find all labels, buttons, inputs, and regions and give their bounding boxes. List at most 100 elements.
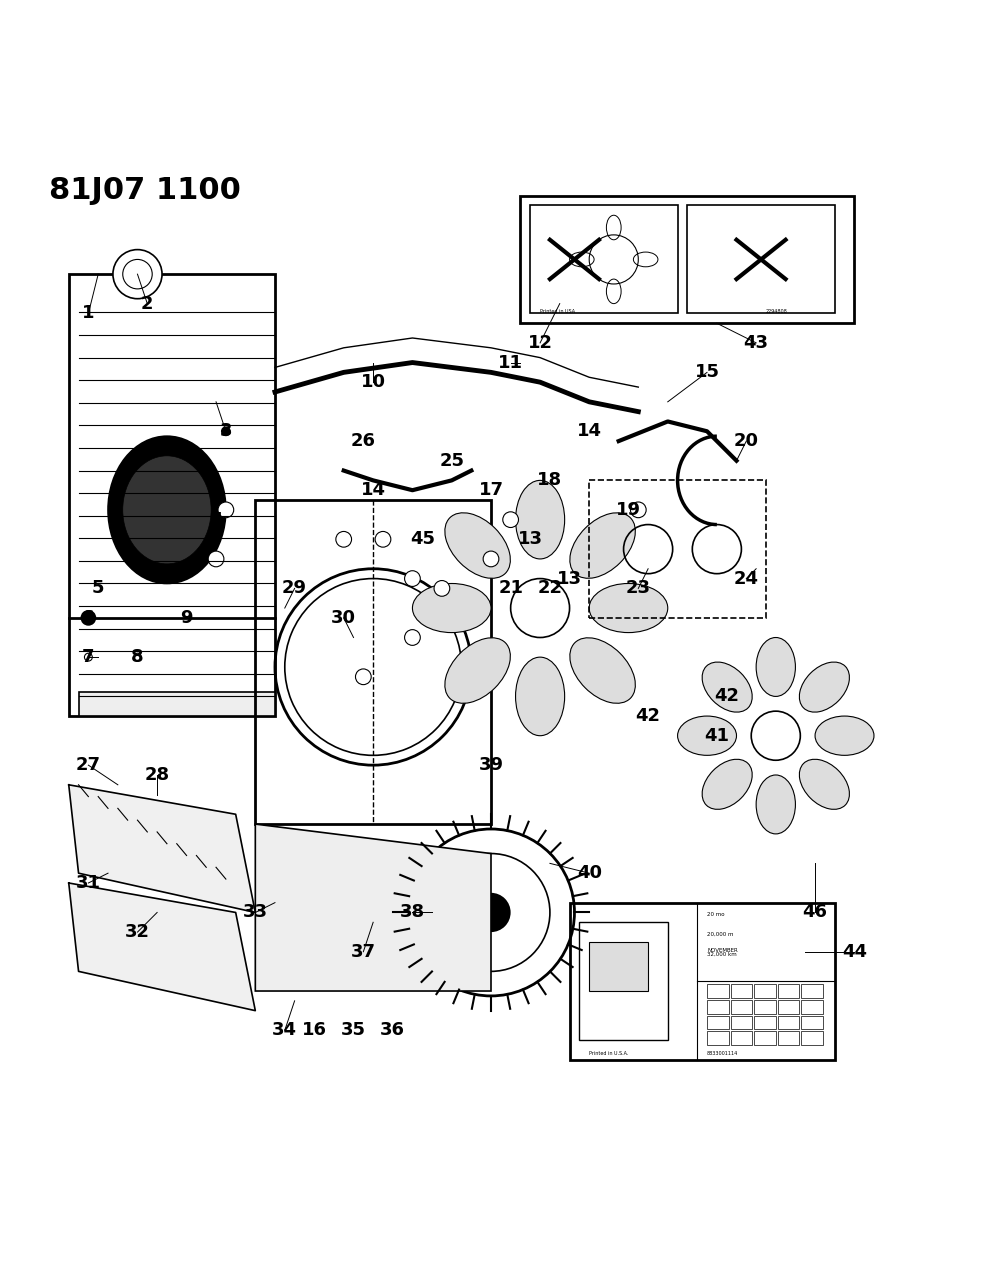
Bar <box>687 205 835 314</box>
Text: 17: 17 <box>478 481 504 500</box>
Bar <box>778 984 799 998</box>
Text: 42: 42 <box>714 687 739 705</box>
Bar <box>731 1031 752 1046</box>
Bar <box>754 1031 776 1046</box>
Bar <box>707 984 729 998</box>
Bar <box>570 903 835 1060</box>
Ellipse shape <box>445 638 511 704</box>
Text: 29: 29 <box>282 579 307 598</box>
Ellipse shape <box>516 481 565 558</box>
Text: 15: 15 <box>694 363 720 381</box>
Bar <box>778 1000 799 1014</box>
Text: 13: 13 <box>557 570 582 588</box>
Ellipse shape <box>123 456 211 564</box>
Text: 37: 37 <box>351 942 376 961</box>
Circle shape <box>434 580 450 597</box>
Circle shape <box>208 551 224 567</box>
Text: 31: 31 <box>76 873 101 892</box>
Bar <box>801 984 823 998</box>
Ellipse shape <box>570 513 635 579</box>
Text: 11: 11 <box>498 353 523 371</box>
Text: 1: 1 <box>82 305 94 323</box>
Text: 21: 21 <box>498 579 523 598</box>
Circle shape <box>503 511 518 528</box>
Text: 27: 27 <box>76 756 101 774</box>
Text: 7: 7 <box>82 648 94 666</box>
Bar <box>754 984 776 998</box>
Text: 43: 43 <box>743 334 769 352</box>
Ellipse shape <box>445 513 511 579</box>
Bar <box>520 195 854 324</box>
Bar <box>778 1031 799 1046</box>
Text: 3: 3 <box>220 422 232 440</box>
Text: 39: 39 <box>478 756 504 774</box>
Bar <box>255 500 491 824</box>
Text: 22: 22 <box>537 579 563 598</box>
Text: 81J07 1100: 81J07 1100 <box>49 176 241 205</box>
Text: 34: 34 <box>272 1021 298 1039</box>
Text: 14: 14 <box>360 481 386 500</box>
Text: 18: 18 <box>537 472 563 490</box>
Bar <box>754 1016 776 1029</box>
Ellipse shape <box>756 775 795 834</box>
Circle shape <box>81 609 96 626</box>
Bar <box>589 481 766 618</box>
Text: 20: 20 <box>734 432 759 450</box>
Bar <box>79 691 275 717</box>
Text: 28: 28 <box>144 766 170 784</box>
Ellipse shape <box>702 662 752 713</box>
Text: 12: 12 <box>527 334 553 352</box>
Text: 13: 13 <box>518 530 543 548</box>
Bar <box>754 1000 776 1014</box>
Polygon shape <box>255 824 491 991</box>
Bar <box>731 1016 752 1029</box>
Bar <box>801 1031 823 1046</box>
Ellipse shape <box>815 717 874 755</box>
Circle shape <box>375 532 391 547</box>
Text: Printed in USA: Printed in USA <box>540 310 575 315</box>
Ellipse shape <box>678 717 736 755</box>
Bar <box>69 274 275 717</box>
Circle shape <box>405 630 420 645</box>
Text: 19: 19 <box>616 501 641 519</box>
Text: 4: 4 <box>210 511 222 529</box>
Circle shape <box>336 532 352 547</box>
Text: 42: 42 <box>635 708 661 725</box>
Text: 5: 5 <box>92 579 104 598</box>
Bar <box>579 922 668 1040</box>
Circle shape <box>405 571 420 587</box>
Ellipse shape <box>589 584 668 632</box>
Circle shape <box>355 669 371 685</box>
Text: 2294808: 2294808 <box>766 310 788 315</box>
Text: 32,000 km: 32,000 km <box>707 951 736 956</box>
Text: 33: 33 <box>243 904 268 922</box>
Text: Printed in U.S.A.: Printed in U.S.A. <box>589 1051 628 1056</box>
Ellipse shape <box>702 760 752 810</box>
Ellipse shape <box>412 584 491 632</box>
Text: NOVEMBER: NOVEMBER <box>707 947 737 952</box>
Text: 8: 8 <box>132 648 143 666</box>
Text: 44: 44 <box>842 942 867 961</box>
Circle shape <box>218 502 234 518</box>
Bar <box>589 942 648 991</box>
Bar <box>707 1016 729 1029</box>
Text: 38: 38 <box>400 904 425 922</box>
Bar <box>707 1031 729 1046</box>
Text: 46: 46 <box>802 904 828 922</box>
Text: 30: 30 <box>331 609 356 627</box>
Text: 20 mo: 20 mo <box>707 913 725 918</box>
Text: 41: 41 <box>704 727 730 745</box>
Bar <box>731 984 752 998</box>
Circle shape <box>483 551 499 567</box>
Text: 8833001114: 8833001114 <box>707 1051 738 1056</box>
Text: 25: 25 <box>439 451 464 469</box>
Text: 10: 10 <box>360 374 386 391</box>
Text: 36: 36 <box>380 1021 406 1039</box>
Ellipse shape <box>516 657 565 736</box>
Circle shape <box>471 892 511 932</box>
Circle shape <box>221 426 231 436</box>
Text: 40: 40 <box>576 864 602 882</box>
Text: 35: 35 <box>341 1021 366 1039</box>
Text: 6: 6 <box>82 609 94 627</box>
Ellipse shape <box>756 638 795 696</box>
